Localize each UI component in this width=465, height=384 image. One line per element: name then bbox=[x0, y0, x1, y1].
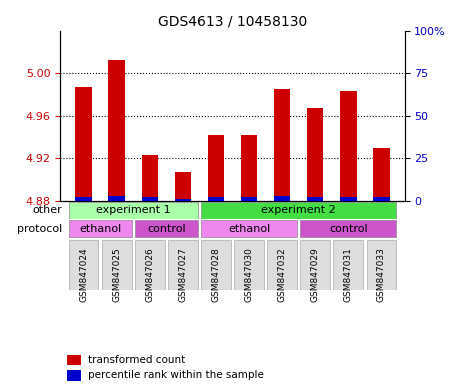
Bar bbox=[241, 135, 257, 201]
Text: GSM847031: GSM847031 bbox=[344, 248, 353, 302]
Text: GSM847025: GSM847025 bbox=[112, 248, 121, 302]
Text: other: other bbox=[33, 205, 62, 215]
FancyBboxPatch shape bbox=[69, 240, 99, 290]
Bar bbox=[208, 135, 224, 201]
Bar bbox=[174, 199, 191, 201]
Text: percentile rank within the sample: percentile rank within the sample bbox=[88, 370, 264, 381]
FancyBboxPatch shape bbox=[234, 240, 264, 290]
FancyBboxPatch shape bbox=[300, 240, 330, 290]
FancyBboxPatch shape bbox=[201, 240, 231, 290]
Text: transformed count: transformed count bbox=[88, 355, 185, 365]
FancyBboxPatch shape bbox=[69, 202, 198, 218]
FancyBboxPatch shape bbox=[267, 240, 297, 290]
Text: control: control bbox=[147, 224, 186, 234]
Bar bbox=[67, 370, 81, 381]
Text: GSM847026: GSM847026 bbox=[145, 248, 154, 302]
Bar bbox=[108, 61, 125, 201]
Bar bbox=[340, 197, 357, 201]
Bar bbox=[373, 148, 390, 201]
Text: GSM847032: GSM847032 bbox=[278, 248, 286, 302]
Bar bbox=[373, 197, 390, 201]
Text: control: control bbox=[329, 224, 368, 234]
Bar bbox=[174, 172, 191, 201]
Text: GSM847024: GSM847024 bbox=[79, 248, 88, 302]
FancyBboxPatch shape bbox=[300, 220, 396, 237]
Text: GSM847029: GSM847029 bbox=[311, 248, 320, 302]
FancyBboxPatch shape bbox=[366, 240, 396, 290]
Text: GSM847027: GSM847027 bbox=[179, 248, 187, 302]
Bar bbox=[208, 197, 224, 201]
FancyBboxPatch shape bbox=[102, 240, 132, 290]
Text: GSM847028: GSM847028 bbox=[212, 248, 220, 302]
Text: ethanol: ethanol bbox=[79, 224, 121, 234]
Text: protocol: protocol bbox=[17, 224, 62, 234]
Bar bbox=[108, 196, 125, 201]
Bar bbox=[241, 197, 257, 201]
Bar bbox=[75, 87, 92, 201]
FancyBboxPatch shape bbox=[69, 220, 132, 237]
FancyBboxPatch shape bbox=[201, 220, 297, 237]
Bar bbox=[67, 355, 81, 365]
Bar bbox=[141, 155, 158, 201]
Bar bbox=[75, 197, 92, 201]
Title: GDS4613 / 10458130: GDS4613 / 10458130 bbox=[158, 14, 307, 28]
FancyBboxPatch shape bbox=[333, 240, 363, 290]
FancyBboxPatch shape bbox=[201, 202, 396, 218]
FancyBboxPatch shape bbox=[135, 220, 198, 237]
Bar bbox=[141, 197, 158, 201]
Bar bbox=[307, 197, 324, 201]
Text: experiment 2: experiment 2 bbox=[261, 205, 336, 215]
Text: experiment 1: experiment 1 bbox=[96, 205, 171, 215]
Bar bbox=[274, 89, 291, 201]
Bar bbox=[340, 91, 357, 201]
Text: GSM847033: GSM847033 bbox=[377, 248, 386, 302]
Bar bbox=[307, 108, 324, 201]
Text: GSM847030: GSM847030 bbox=[245, 248, 253, 302]
Bar bbox=[274, 196, 291, 201]
Text: ethanol: ethanol bbox=[228, 224, 270, 234]
FancyBboxPatch shape bbox=[168, 240, 198, 290]
FancyBboxPatch shape bbox=[135, 240, 165, 290]
